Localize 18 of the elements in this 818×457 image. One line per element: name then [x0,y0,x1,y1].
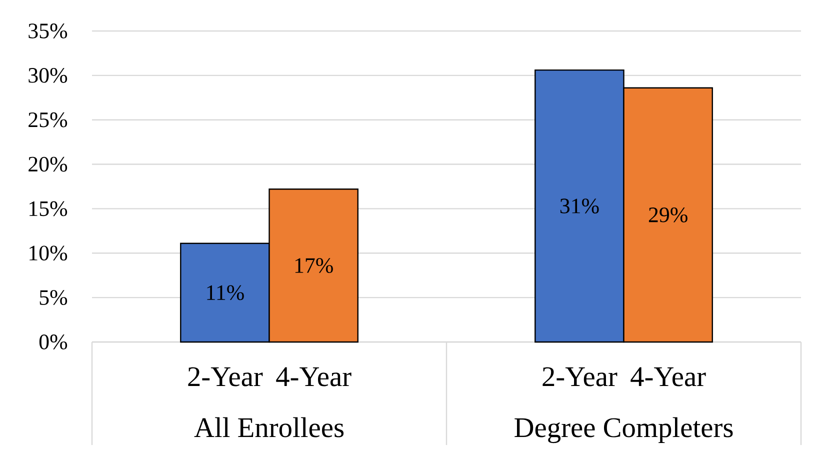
x-tick-label: All Enrollees [194,417,344,438]
data-label: 29% [648,207,688,222]
y-tick-label: 5% [40,290,68,305]
series-label: 2-Year [188,367,263,386]
y-tick-label: 0% [39,334,68,350]
data-label: 17% [295,258,333,273]
y-tick-label: 15% [30,201,68,216]
text: 2-Year [542,367,618,386]
series-label: 4-Year [276,367,352,386]
data-label: 31% [560,198,599,214]
y-tick-label: 25% [28,112,68,128]
y-tick-label: 10% [30,246,68,261]
y-tick-label: 20% [28,156,68,172]
data-label: 11% [207,285,244,300]
text: 4-Year [630,367,706,386]
y-tick-label: 35% [28,24,68,38]
x-tick-label: Degree Completers [514,417,733,444]
y-tick-label: 30% [28,68,68,83]
